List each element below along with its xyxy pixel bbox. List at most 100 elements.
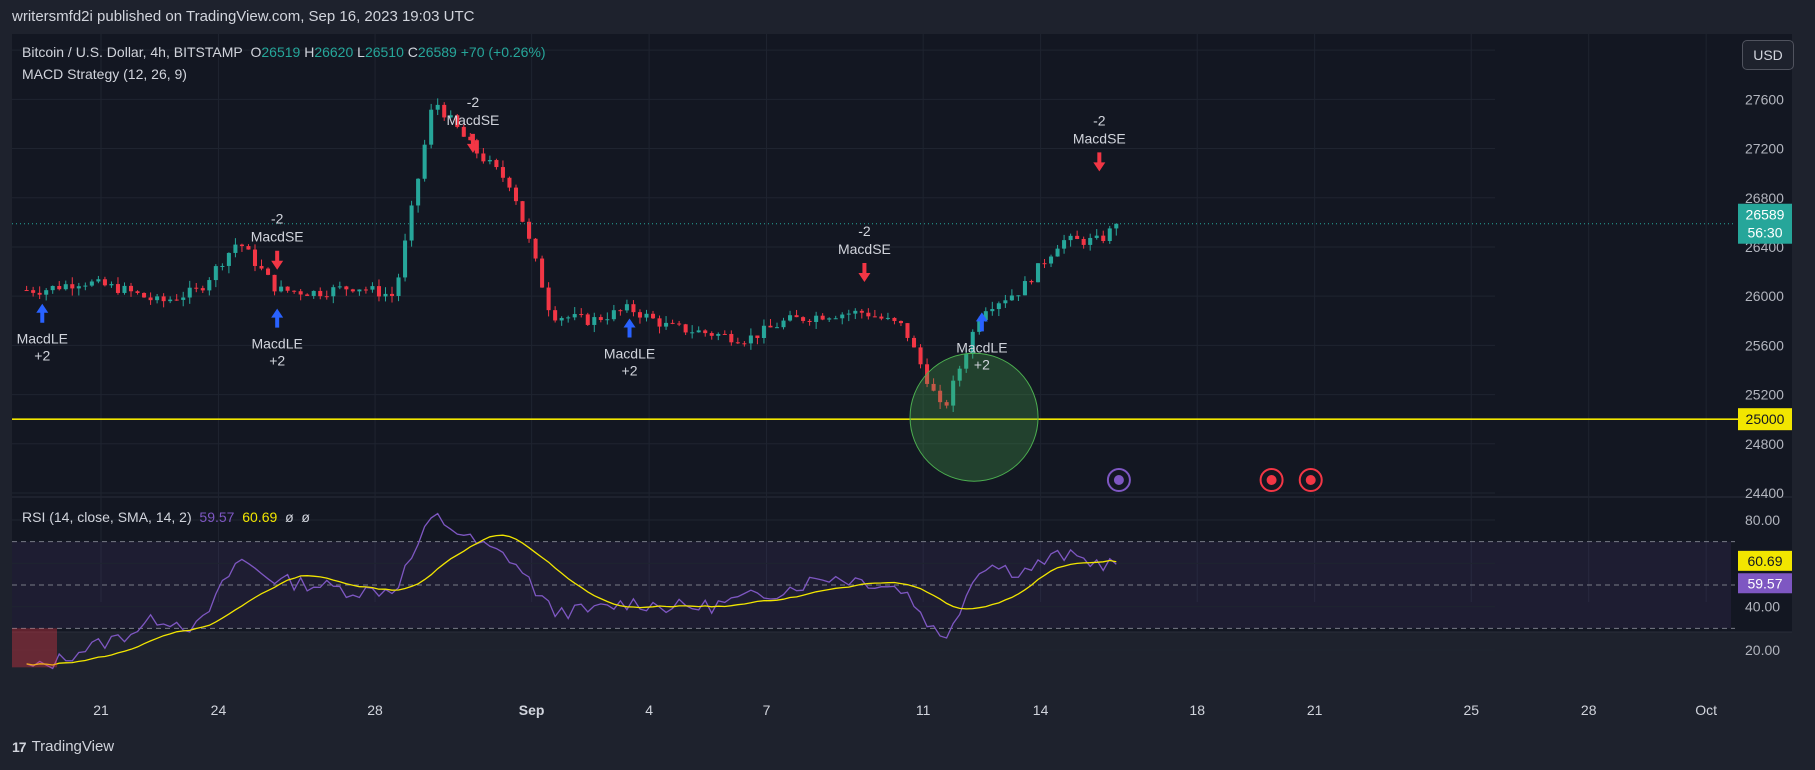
candle-body — [161, 296, 166, 302]
candle-body — [892, 317, 897, 321]
candle-body — [1088, 237, 1093, 245]
strategy-legend[interactable]: MACD Strategy (12, 26, 9) — [22, 66, 187, 82]
support-level-badge-value: 25000 — [1746, 411, 1785, 427]
candle-body — [455, 115, 460, 127]
candle-body — [716, 333, 721, 336]
low-value: 26510 — [364, 44, 404, 60]
price-tick-label: 25200 — [1745, 387, 1784, 403]
support-highlight-circle — [909, 352, 1039, 482]
signal-qty: -2 — [858, 223, 871, 239]
candle-body — [500, 167, 505, 178]
signal-qty: -2 — [271, 211, 284, 227]
signal-qty: -2 — [1093, 112, 1106, 128]
price-tick-label: 27600 — [1745, 91, 1784, 107]
candle-body — [31, 290, 36, 293]
candle-body — [977, 319, 982, 332]
date-tick-label: 4 — [645, 702, 653, 718]
low-label: L — [357, 44, 365, 60]
candle-body — [833, 318, 838, 320]
candle-body — [931, 383, 936, 391]
candle-body — [396, 277, 401, 296]
rsi-line — [26, 512, 1117, 670]
candle-body — [1049, 256, 1054, 264]
candle-body — [644, 313, 649, 318]
candle-body — [650, 313, 656, 319]
candle-body — [376, 286, 381, 297]
symbol-legend: Bitcoin / U.S. Dollar, 4h, BITSTAMP O265… — [22, 44, 546, 60]
candle-body — [918, 347, 923, 365]
candle-body — [683, 324, 688, 333]
candle-body — [827, 318, 832, 320]
date-tick-label: 28 — [1581, 702, 1597, 718]
candle-body — [957, 368, 962, 381]
candle-body — [657, 318, 662, 327]
candle-body — [1055, 248, 1060, 257]
candle-body — [155, 296, 160, 301]
candle-body — [1016, 295, 1021, 297]
candle-body — [1068, 235, 1073, 241]
candle-body — [285, 286, 290, 291]
candle-body — [383, 293, 388, 297]
signal-label: MacdSE — [1073, 130, 1126, 146]
tradingview-logo-icon: 17 — [12, 738, 27, 755]
candle-body — [416, 178, 421, 206]
candle-body — [729, 333, 734, 343]
candle-body — [422, 144, 427, 179]
rsi-sma-value: 60.69 — [242, 509, 278, 525]
lightning-event-icon-inner — [1113, 475, 1124, 485]
change-value: +70 (+0.26%) — [460, 44, 546, 60]
candle-body — [115, 284, 120, 293]
high-label: H — [304, 44, 315, 60]
candle-body — [44, 290, 49, 295]
candle-body — [292, 290, 297, 292]
candle-body — [1022, 281, 1027, 296]
candle-body — [781, 320, 786, 328]
open-label: O — [250, 44, 262, 60]
candle-body — [853, 310, 858, 314]
candle-body — [1062, 240, 1067, 249]
candle-body — [703, 330, 708, 334]
candle-body — [272, 274, 277, 292]
candle-body — [866, 312, 871, 317]
candles-group — [24, 98, 1119, 412]
candle-body — [83, 285, 88, 287]
last-price-badge — [1738, 203, 1792, 244]
candle-body — [696, 330, 701, 333]
candle-body — [494, 160, 499, 168]
price-tick-label: 26000 — [1745, 288, 1784, 304]
candle-body — [1107, 228, 1112, 241]
candle-body — [442, 104, 447, 118]
date-tick-label: Oct — [1695, 702, 1717, 718]
candle-body — [859, 310, 864, 313]
candle-body — [1075, 235, 1080, 239]
signal-label: MacdSE — [838, 241, 891, 257]
candle-body — [298, 291, 303, 295]
currency-button[interactable]: USD — [1742, 40, 1794, 70]
candle-body — [1003, 300, 1008, 304]
candle-body — [487, 160, 492, 162]
candle-body — [788, 315, 793, 321]
long-signal-arrow-icon — [623, 318, 636, 338]
candle-body — [846, 313, 851, 315]
candle-body — [631, 304, 636, 313]
signal-label: MacdSE — [446, 112, 499, 128]
date-tick-label: 14 — [1033, 702, 1049, 718]
candle-body — [429, 109, 434, 145]
candle-body — [748, 335, 753, 344]
candle-body — [76, 286, 81, 289]
price-tick-label: 24800 — [1745, 436, 1784, 452]
candle-body — [70, 284, 75, 289]
rsi-legend[interactable]: RSI (14, close, SMA, 14, 2) 59.57 60.69 … — [22, 509, 310, 525]
candle-body — [618, 310, 623, 312]
price-tick-label: 27200 — [1745, 141, 1784, 157]
candle-body — [768, 325, 773, 328]
short-signal-arrow-icon — [1093, 152, 1106, 172]
candle-body — [911, 337, 917, 348]
candle-body — [1081, 238, 1086, 245]
date-tick-label: 11 — [916, 702, 931, 718]
candle-body — [259, 265, 264, 269]
candle-body — [624, 304, 629, 311]
candle-body — [337, 286, 342, 288]
candle-body — [305, 294, 310, 296]
